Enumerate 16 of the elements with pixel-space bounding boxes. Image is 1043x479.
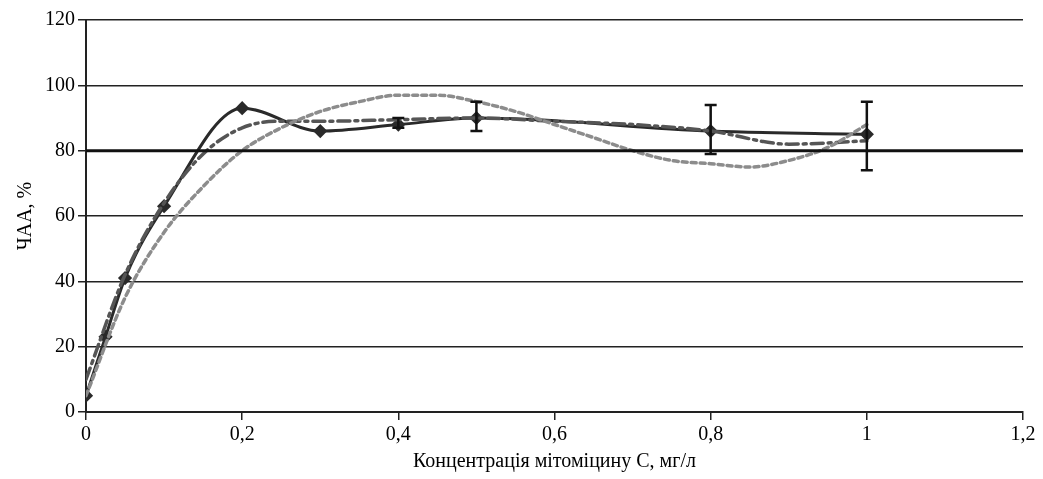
y-tick-label: 100 xyxy=(45,72,75,95)
x-tick-label: 1 xyxy=(861,422,872,445)
y-tick-label: 0 xyxy=(65,399,75,422)
y-tick-label: 20 xyxy=(55,333,75,356)
x-tick-label: 0,8 xyxy=(698,422,724,445)
x-axis-title: Концентрація мітоміцину С, мг/л xyxy=(412,449,697,473)
y-tick-label: 80 xyxy=(55,137,75,160)
x-tick-label: 0,4 xyxy=(385,422,411,445)
x-tick-label: 0 xyxy=(81,422,91,445)
y-tick-label: 120 xyxy=(45,7,75,30)
x-tick-label: 0,2 xyxy=(229,422,255,445)
y-axis-title: ЧАА, % xyxy=(13,181,36,251)
x-tick-label: 1,2 xyxy=(1010,422,1036,445)
y-tick-label: 40 xyxy=(55,268,75,291)
x-tick-label: 0,6 xyxy=(542,422,567,445)
y-tick-label: 60 xyxy=(55,203,75,226)
